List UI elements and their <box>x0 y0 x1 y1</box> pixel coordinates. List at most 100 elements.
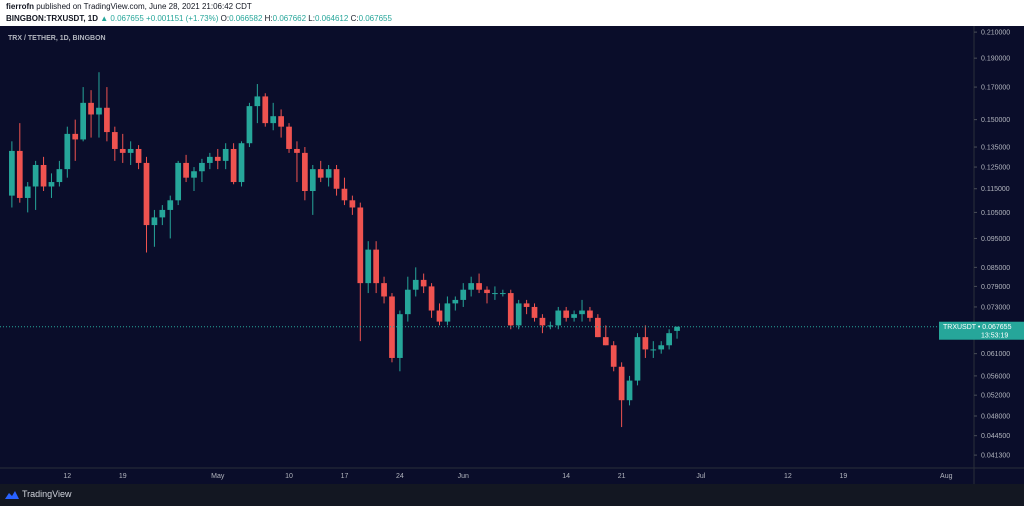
candle[interactable] <box>143 156 150 253</box>
candle[interactable] <box>309 164 316 215</box>
candle[interactable] <box>404 276 411 322</box>
candle[interactable] <box>357 202 364 342</box>
candle[interactable] <box>104 87 110 142</box>
candle[interactable] <box>294 141 300 183</box>
candlestick-chart[interactable]: 0.210000 0.190000 0.170000 0.150000 0.135000… <box>0 26 1024 484</box>
candle[interactable] <box>119 133 126 163</box>
candle[interactable] <box>32 160 39 210</box>
candle[interactable] <box>412 267 419 297</box>
tradingview-brand[interactable]: TradingView <box>22 489 72 499</box>
candle[interactable] <box>523 299 530 315</box>
candle[interactable] <box>262 93 269 127</box>
candle[interactable] <box>373 241 379 294</box>
candle[interactable] <box>444 296 451 326</box>
candle[interactable] <box>64 126 71 178</box>
candle[interactable] <box>507 289 514 330</box>
candle[interactable] <box>317 160 324 183</box>
candle[interactable] <box>183 154 189 183</box>
time-tick-label: 10 <box>285 473 293 480</box>
candle[interactable] <box>634 333 641 386</box>
candle[interactable] <box>531 303 538 322</box>
candle[interactable] <box>286 123 292 153</box>
candle[interactable] <box>199 158 205 183</box>
candle[interactable] <box>452 296 459 311</box>
candle-body <box>88 102 94 115</box>
candle[interactable] <box>492 286 498 300</box>
candle[interactable] <box>460 283 467 307</box>
candle[interactable] <box>238 141 245 187</box>
candle[interactable] <box>476 273 482 294</box>
candle[interactable] <box>175 160 182 206</box>
candle-body <box>468 283 475 290</box>
candle[interactable] <box>278 109 284 138</box>
candle[interactable] <box>555 306 562 330</box>
price-axis[interactable]: 0.210000 0.190000 0.170000 0.150000 0.135000… <box>974 30 1010 460</box>
candle-body <box>547 325 554 327</box>
candle[interactable] <box>167 195 174 239</box>
candle[interactable] <box>191 167 197 192</box>
chart-area[interactable]: 0.210000 0.190000 0.170000 0.150000 0.135000… <box>0 26 1024 484</box>
candle[interactable] <box>571 310 577 322</box>
candle[interactable] <box>24 182 31 213</box>
candle[interactable] <box>365 241 372 294</box>
candle[interactable] <box>626 375 633 406</box>
candle[interactable] <box>563 306 570 322</box>
candle[interactable] <box>40 156 47 192</box>
candle[interactable] <box>666 329 672 350</box>
candle[interactable] <box>206 152 213 170</box>
author-name[interactable]: fierrofn <box>6 2 34 11</box>
candle[interactable] <box>254 84 261 124</box>
candle[interactable] <box>159 205 166 226</box>
time-axis[interactable]: 12 19 May 10 17 24 Jun 14 21 Jul 12 19 Aug <box>63 473 952 480</box>
candle[interactable] <box>222 143 229 170</box>
candle[interactable] <box>214 148 221 170</box>
candle[interactable] <box>642 325 649 358</box>
candle[interactable] <box>48 173 55 198</box>
candle[interactable] <box>88 90 94 138</box>
candle[interactable] <box>595 314 601 338</box>
candle[interactable] <box>9 141 15 208</box>
candle[interactable] <box>96 72 102 138</box>
candle[interactable] <box>658 341 665 354</box>
candle[interactable] <box>539 314 546 334</box>
candle[interactable] <box>135 145 142 170</box>
candle[interactable] <box>610 341 617 372</box>
candle[interactable] <box>515 299 522 330</box>
candle[interactable] <box>56 160 63 187</box>
candle[interactable] <box>618 362 625 428</box>
symbol-label[interactable]: BINGBON:TRXUSDT, 1D <box>6 14 99 23</box>
candle[interactable] <box>381 276 387 304</box>
candle[interactable] <box>246 102 253 148</box>
candle[interactable] <box>579 299 585 322</box>
candle[interactable] <box>333 164 340 196</box>
candle[interactable] <box>230 143 237 185</box>
candle[interactable] <box>587 306 593 322</box>
candle[interactable] <box>436 303 443 326</box>
candle[interactable] <box>428 283 435 318</box>
candle[interactable] <box>72 119 79 161</box>
candle[interactable] <box>650 341 657 358</box>
candle-body <box>444 303 451 322</box>
publish-info: fierrofn published on TradingView.com, J… <box>6 2 252 11</box>
candle[interactable] <box>484 286 490 304</box>
price-tick-label: 0.048000 <box>981 413 1010 420</box>
candle[interactable] <box>127 141 134 165</box>
candle[interactable] <box>151 209 158 247</box>
tradingview-logo-icon[interactable] <box>4 487 20 503</box>
candle[interactable] <box>111 126 118 161</box>
candle[interactable] <box>420 273 427 294</box>
candle[interactable] <box>16 123 23 203</box>
candle[interactable] <box>325 164 332 187</box>
candle[interactable] <box>397 310 403 372</box>
candle[interactable] <box>468 276 475 297</box>
candle[interactable] <box>349 195 356 215</box>
candle[interactable] <box>602 325 609 346</box>
candle[interactable] <box>389 293 395 363</box>
candle[interactable] <box>547 321 554 330</box>
candle[interactable] <box>270 102 277 131</box>
candle[interactable] <box>80 87 86 142</box>
candle[interactable] <box>499 289 506 297</box>
candle[interactable] <box>302 147 308 201</box>
candle[interactable] <box>341 177 348 206</box>
candle[interactable] <box>674 326 680 339</box>
